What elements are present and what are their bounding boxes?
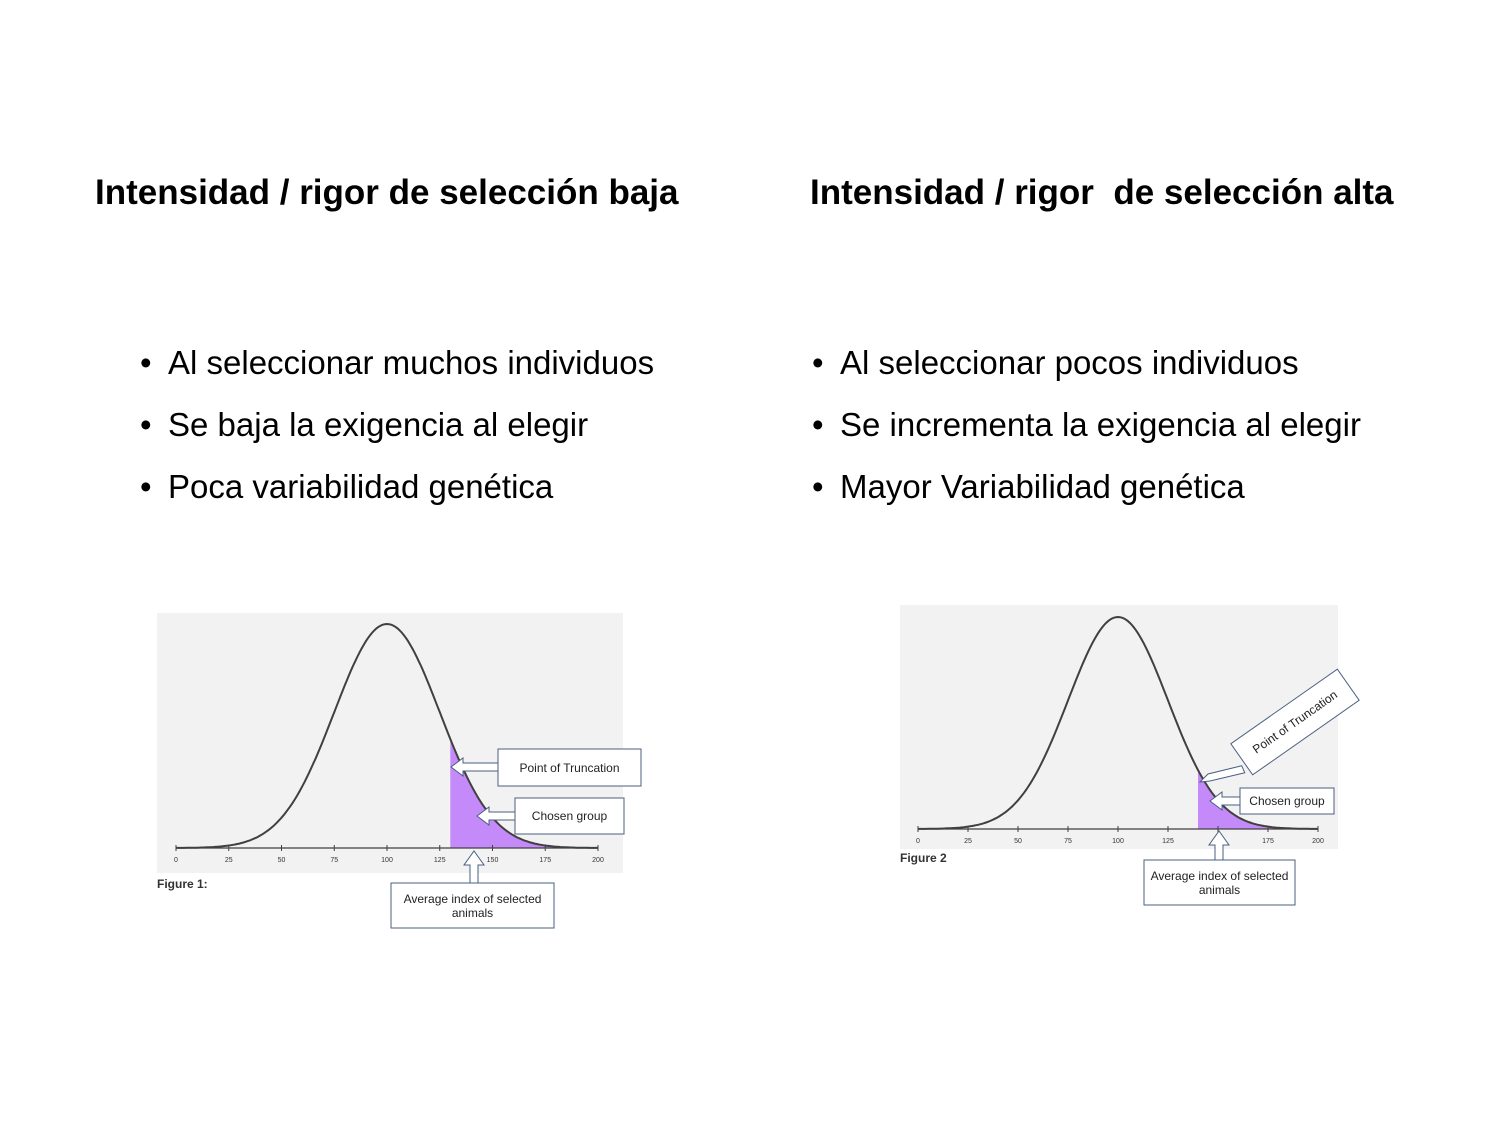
bullet: Al seleccionar pocos individuos (812, 340, 1412, 385)
x-tick-label: 25 (964, 838, 972, 845)
normal-curve (176, 622, 598, 849)
heading: Intensidad / rigor de selección alta (810, 173, 1394, 212)
callout-text: Point of Truncation (1250, 687, 1340, 757)
callout-text: Chosen group (1249, 794, 1325, 808)
x-tick-label: 175 (539, 857, 551, 864)
callout-box (514, 797, 625, 835)
callout-arrow (1208, 830, 1230, 861)
x-tick-label: 0 (174, 857, 178, 864)
selected-area (450, 739, 598, 848)
callout: Average index of selected animals (390, 882, 555, 929)
plot-background (900, 605, 1338, 849)
callout-box (1230, 668, 1360, 776)
x-tick-label: 200 (1312, 838, 1324, 845)
callout: Point of Truncation (1230, 668, 1360, 776)
callout-text: Average index of selected animals (1150, 868, 1289, 897)
x-tick-label: 100 (381, 857, 393, 864)
x-tick-label: 100 (1112, 838, 1124, 845)
callout-label: Chosen group (1249, 794, 1325, 808)
callout-box (390, 882, 555, 929)
x-tick-label: 75 (1064, 838, 1072, 845)
callout-text: Chosen group (531, 809, 608, 823)
x-tick-label: 0 (916, 838, 920, 845)
callout-label: Point of Truncation (1250, 687, 1340, 757)
x-tick-label: 50 (278, 857, 286, 864)
x-tick-label: 150 (487, 857, 499, 864)
callout-arrow (450, 757, 499, 777)
selected-area (1198, 770, 1318, 829)
figure: 0 25 50 75 100 125 150 175 200 Figure 1: Point of … (157, 613, 642, 929)
callout-label: Chosen group (531, 809, 608, 823)
x-tick-label: 175 (1262, 838, 1274, 845)
bullet: Se incrementa la exigencia al elegir (812, 402, 1412, 447)
callout-box (497, 748, 642, 787)
bullet: Al seleccionar muchos individuos (140, 340, 700, 385)
normal-curve (918, 615, 1318, 830)
callout-text: Point of Truncation (519, 760, 620, 775)
x-tick-label: 150 (1212, 838, 1224, 845)
callout-label: Average index of selected animals (403, 891, 542, 920)
x-tick-label: 125 (434, 857, 446, 864)
figure: 0 25 50 75 100 125 150 175 200 Figure 2 Point of T… (900, 605, 1360, 906)
x-tick-label: 75 (330, 857, 338, 864)
x-tick-label: 125 (1162, 838, 1174, 845)
callout-arrow (476, 806, 516, 826)
bullet: Poca variabilidad genética (140, 464, 700, 509)
x-tick-label: 25 (225, 857, 233, 864)
figure-caption: Figure 2 (900, 851, 947, 865)
callout: Average index of selected animals (1143, 859, 1296, 906)
callout-label: Point of Truncation (519, 760, 620, 775)
callout-arrow (1209, 791, 1241, 811)
callout-text: Average index of selected animals (403, 891, 542, 920)
callout-arrow (463, 850, 485, 884)
callout: Chosen group (1239, 787, 1335, 815)
callout-label: Average index of selected animals (1150, 868, 1289, 897)
x-tick-label: 200 (592, 857, 604, 864)
callout-box (1143, 859, 1296, 906)
bullet: Se baja la exigencia al elegir (140, 402, 700, 447)
callout-box (1239, 787, 1335, 815)
bullet-list: Al seleccionar muchos individuos Se baja… (140, 340, 700, 526)
callout-arrow (1198, 765, 1246, 783)
bullet: Mayor Variabilidad genética (812, 464, 1412, 509)
callout: Point of Truncation (497, 748, 642, 787)
figure-caption: Figure 1: (157, 877, 208, 891)
bullet-list: Al seleccionar pocos individuos Se incre… (812, 340, 1412, 526)
x-tick-label: 50 (1014, 838, 1022, 845)
plot-background (157, 613, 623, 873)
heading: Intensidad / rigor de selección baja (95, 173, 679, 212)
callout: Chosen group (514, 797, 625, 835)
